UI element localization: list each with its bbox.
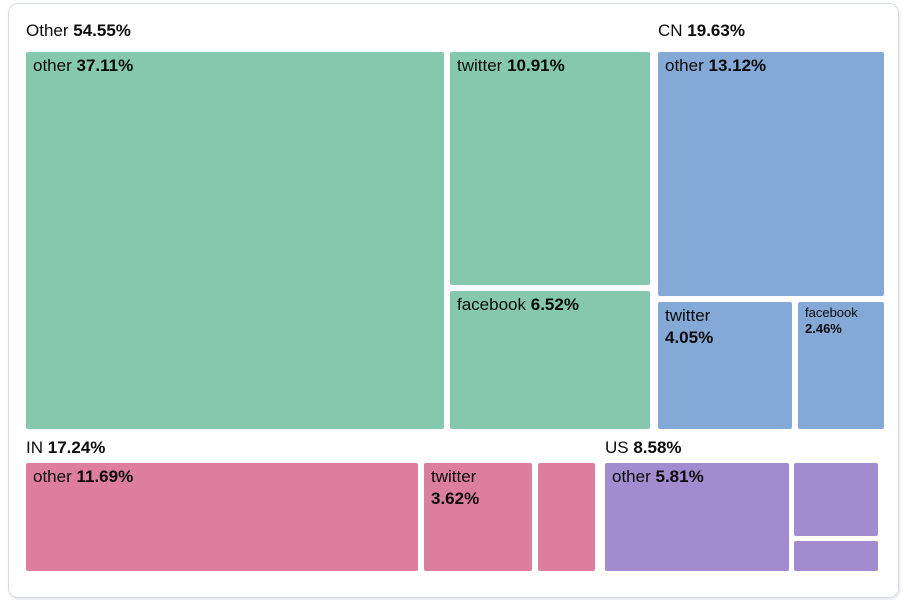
group-header-cn: CN 19.63% bbox=[658, 20, 745, 42]
group-name: Other bbox=[26, 21, 74, 40]
cell-label: twitter 10.91% bbox=[457, 55, 646, 77]
treemap-cell-other-twitter[interactable]: twitter 10.91% bbox=[450, 52, 650, 285]
cell-percent: 3.62% bbox=[431, 489, 480, 508]
treemap-cell-us-other[interactable]: other 5.81% bbox=[605, 463, 789, 571]
treemap-cell-cn-other[interactable]: other 13.12% bbox=[658, 52, 884, 296]
cell-label: other 11.69% bbox=[33, 466, 414, 488]
group-percent: 17.24% bbox=[47, 438, 106, 457]
treemap-cell-us-twitter[interactable] bbox=[794, 463, 878, 536]
cell-label: facebook 2.46% bbox=[805, 305, 880, 337]
treemap-cell-other-facebook[interactable]: facebook 6.52% bbox=[450, 291, 650, 429]
cell-percent: 5.81% bbox=[655, 467, 704, 486]
cell-name: other bbox=[612, 467, 651, 486]
cell-percent: 6.52% bbox=[530, 295, 579, 314]
cell-name: other bbox=[33, 467, 72, 486]
cell-label: other 37.11% bbox=[33, 55, 440, 77]
cell-label: other 13.12% bbox=[665, 55, 880, 77]
cell-percent: 10.91% bbox=[507, 56, 565, 75]
cell-name: facebook bbox=[805, 305, 858, 320]
cell-label: twitter 4.05% bbox=[665, 305, 788, 349]
cell-label: other 5.81% bbox=[612, 466, 785, 488]
group-name: US bbox=[605, 438, 634, 457]
cell-label: facebook 6.52% bbox=[457, 294, 646, 316]
cell-percent: 11.69% bbox=[76, 467, 134, 486]
group-percent: 8.58% bbox=[633, 438, 682, 457]
treemap-cell-in-facebook[interactable] bbox=[538, 463, 595, 571]
cell-name: twitter bbox=[431, 467, 477, 486]
cell-name: facebook bbox=[457, 295, 526, 314]
treemap-cell-in-twitter[interactable]: twitter 3.62% bbox=[424, 463, 532, 571]
treemap-cell-in-other[interactable]: other 11.69% bbox=[26, 463, 418, 571]
cell-percent: 2.46% bbox=[805, 321, 842, 336]
cell-label: twitter 3.62% bbox=[431, 466, 528, 510]
treemap-cell-cn-twitter[interactable]: twitter 4.05% bbox=[658, 302, 792, 429]
group-percent: 54.55% bbox=[73, 21, 131, 40]
cell-name: twitter bbox=[457, 56, 503, 75]
cell-percent: 37.11% bbox=[76, 56, 134, 75]
cell-percent: 4.05% bbox=[665, 328, 714, 347]
cell-name: other bbox=[665, 56, 704, 75]
cell-name: other bbox=[33, 56, 72, 75]
treemap-cell-cn-facebook[interactable]: facebook 2.46% bbox=[798, 302, 884, 429]
treemap-cell-us-facebook[interactable] bbox=[794, 541, 878, 571]
group-name: IN bbox=[26, 438, 48, 457]
group-header-us: US 8.58% bbox=[605, 437, 682, 459]
group-name: CN bbox=[658, 21, 688, 40]
cell-percent: 13.12% bbox=[708, 56, 767, 75]
group-header-in: IN 17.24% bbox=[26, 437, 105, 459]
group-header-other: Other 54.55% bbox=[26, 20, 131, 42]
cell-name: twitter bbox=[665, 306, 711, 325]
treemap-cell-other-other[interactable]: other 37.11% bbox=[26, 52, 444, 429]
group-percent: 19.63% bbox=[687, 21, 745, 40]
